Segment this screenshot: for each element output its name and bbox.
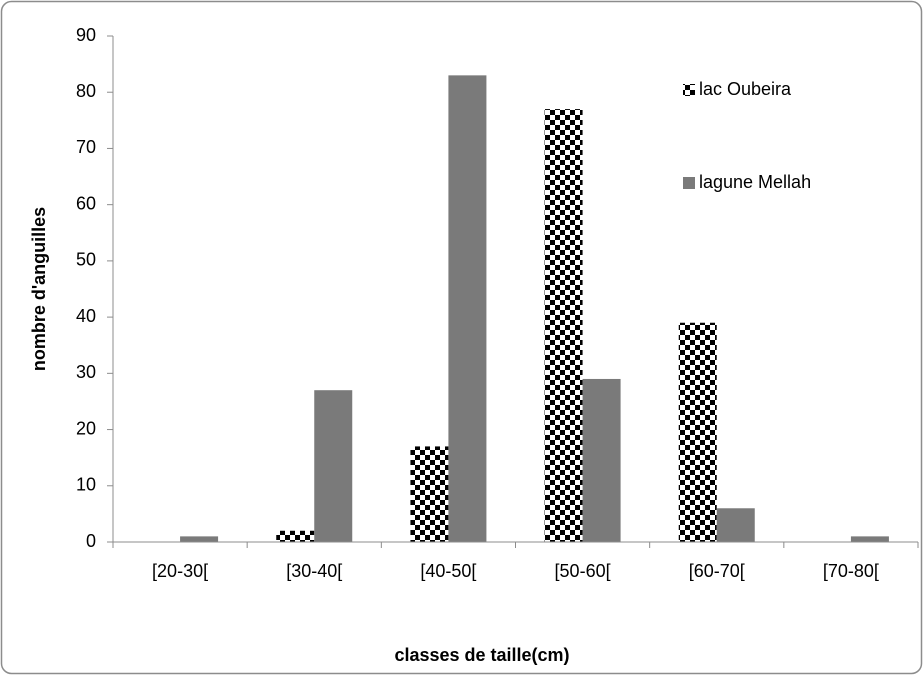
x-tick-label: [30-40[ (286, 561, 342, 581)
bar (314, 390, 353, 542)
y-axis-label: nombre d'anguilles (29, 207, 49, 371)
bar (180, 536, 219, 542)
y-tick-label: 90 (76, 25, 96, 45)
x-axis-label: classes de taille(cm) (394, 645, 569, 665)
bar (582, 378, 621, 542)
x-tick-label: [50-60[ (555, 561, 611, 581)
y-tick-label: 30 (76, 362, 96, 382)
bar (850, 536, 889, 542)
y-tick-label: 40 (76, 306, 96, 326)
legend-swatch (683, 84, 695, 96)
x-tick-label: [40-50[ (420, 561, 476, 581)
bar (716, 508, 755, 542)
legend-label: lagune Mellah (699, 172, 811, 192)
bar (410, 446, 449, 542)
legend-swatch (683, 177, 695, 189)
legend-label: lac Oubeira (699, 79, 792, 99)
y-tick-label: 0 (86, 531, 96, 551)
y-tick-label: 10 (76, 475, 96, 495)
y-tick-label: 80 (76, 81, 96, 101)
bar (276, 530, 315, 542)
bar (448, 75, 487, 542)
y-tick-label: 70 (76, 137, 96, 157)
x-tick-label: [20-30[ (152, 561, 208, 581)
x-tick-label: [70-80[ (823, 561, 879, 581)
x-tick-label: [60-70[ (689, 561, 745, 581)
y-tick-label: 50 (76, 250, 96, 270)
bar (544, 109, 583, 542)
y-tick-label: 20 (76, 418, 96, 438)
bar (678, 322, 717, 542)
y-tick-label: 60 (76, 193, 96, 213)
